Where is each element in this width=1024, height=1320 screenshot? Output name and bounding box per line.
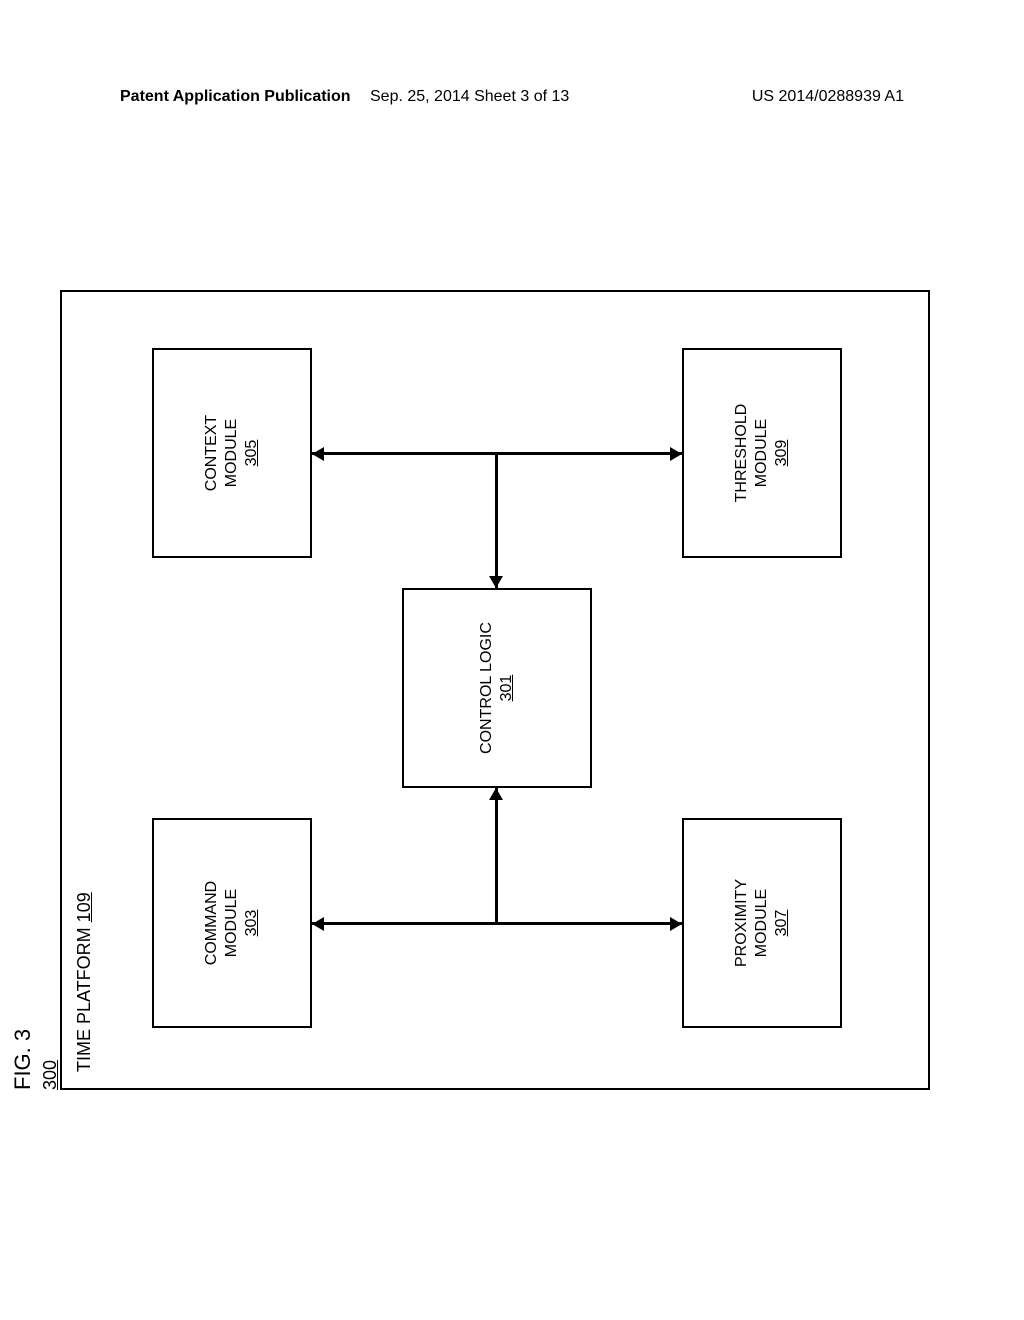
arrow-to-proximity (670, 917, 682, 931)
threshold-module-box: THRESHOLD MODULE 309 (682, 348, 842, 558)
proximity-ref: 307 (772, 910, 792, 937)
ref-300: 300 (40, 1060, 61, 1090)
command-module-box: COMMAND MODULE 303 (152, 818, 312, 1028)
arrow-to-context (312, 447, 324, 461)
context-l1: CONTEXT (202, 415, 222, 491)
header-right: US 2014/0288939 A1 (752, 88, 904, 106)
command-l2: MODULE (222, 889, 242, 957)
figure-label: FIG. 3 (10, 1029, 36, 1090)
arrow-to-command (312, 917, 324, 931)
command-l1: COMMAND (202, 881, 222, 965)
proximity-l2: MODULE (752, 889, 772, 957)
threshold-ref: 309 (772, 440, 792, 467)
edge-left-to-control (495, 788, 498, 923)
command-ref: 303 (242, 910, 262, 937)
control-l1: CONTROL LOGIC (477, 622, 497, 754)
header-left: Patent Application Publication (120, 88, 351, 106)
proximity-module-box: PROXIMITY MODULE 307 (682, 818, 842, 1028)
arrow-into-control-right (489, 576, 503, 588)
context-module-box: CONTEXT MODULE 305 (152, 348, 312, 558)
context-ref: 305 (242, 440, 262, 467)
arrow-to-threshold (670, 447, 682, 461)
proximity-l1: PROXIMITY (732, 879, 752, 967)
figure-3: FIG. 3 300 TIME PLATFORM 109 COMMAND MOD… (50, 290, 970, 1090)
context-l2: MODULE (222, 419, 242, 487)
control-ref: 301 (497, 675, 517, 702)
header-center: Sep. 25, 2014 Sheet 3 of 13 (370, 88, 569, 106)
arrow-into-control-left (489, 788, 503, 800)
control-logic-box: CONTROL LOGIC 301 (402, 588, 592, 788)
threshold-l2: MODULE (752, 419, 772, 487)
time-platform-box: TIME PLATFORM 109 COMMAND MODULE 303 CON… (60, 290, 930, 1090)
threshold-l1: THRESHOLD (732, 404, 752, 503)
platform-label: TIME PLATFORM (74, 927, 94, 1072)
page: Patent Application Publication Sep. 25, … (0, 0, 1024, 1320)
platform-title: TIME PLATFORM 109 (74, 892, 95, 1072)
edge-right-to-control (495, 453, 498, 588)
platform-ref: 109 (74, 892, 94, 922)
